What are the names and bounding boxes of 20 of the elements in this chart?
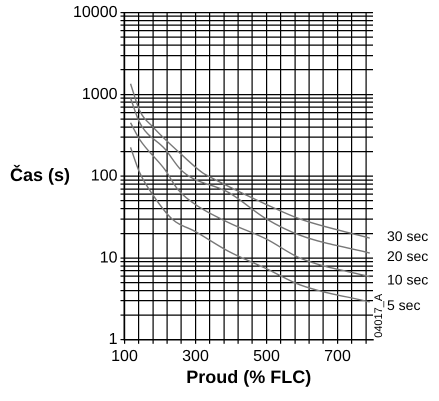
series-label: 10 sec [387,272,428,288]
annotation: 04017_A [373,293,386,338]
line-series [130,122,371,278]
line-series [130,146,371,303]
y-tick-label: 10 [100,249,118,266]
line-series [130,97,371,254]
y-axis-title: Čas (s) [10,164,70,186]
series-label: 20 sec [387,248,428,264]
x-tick-label: 300 [182,348,209,365]
x-tick-label: 100 [111,348,138,365]
y-tick-label: 1000 [82,86,118,103]
x-axis-title: Proud (% FLC) [186,366,312,387]
series-label: 30 sec [387,228,428,244]
y-tick-label: 100 [90,168,118,185]
y-tick-label: 10000 [72,4,118,22]
y-tick-label: 1 [108,331,118,348]
line-series [130,83,371,239]
series-label: 5 sec [387,296,420,313]
x-tick-label: 700 [324,348,351,365]
x-tick-label: 500 [253,348,280,365]
